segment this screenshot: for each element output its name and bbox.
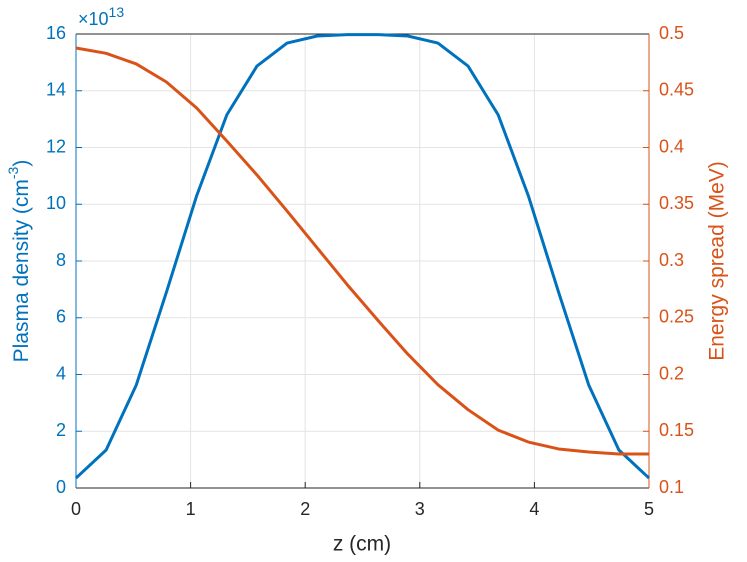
y-axis-label-end: )	[10, 160, 33, 167]
y-tick-label: 0	[56, 477, 66, 497]
y2-tick-label: 0.5	[659, 23, 684, 43]
x-tick-label: 4	[529, 499, 539, 519]
x-tick-label: 5	[644, 499, 654, 519]
y-multiplier-base: ×10	[78, 9, 109, 29]
y2-tick-label: 0.15	[659, 420, 694, 440]
y-axis-label-sup: -3	[5, 166, 21, 179]
y-tick-label: 14	[46, 80, 66, 100]
x-axis-label: z (cm)	[333, 533, 391, 556]
y-tick-label: 10	[46, 193, 66, 213]
y-tick-label: 12	[46, 136, 66, 156]
x-tick-label: 2	[300, 499, 310, 519]
y2-tick-label: 0.25	[659, 307, 694, 327]
y2-tick-label: 0.3	[659, 250, 684, 270]
x-tick-label: 1	[186, 499, 196, 519]
y-multiplier: ×1013	[78, 4, 124, 29]
y-tick-label: 6	[56, 307, 66, 327]
y-tick-label: 4	[56, 363, 66, 383]
y2-tick-label: 0.2	[659, 363, 684, 383]
y2-tick-label: 0.4	[659, 136, 684, 156]
y-tick-label: 2	[56, 420, 66, 440]
y-tick-label: 16	[46, 23, 66, 43]
x-tick-label: 3	[415, 499, 425, 519]
series-line	[75, 46, 649, 456]
y2-tick-label: 0.45	[659, 80, 694, 100]
x-tick-label: 0	[71, 499, 81, 519]
y2-tick-label: 0.35	[659, 193, 694, 213]
y-multiplier-exp: 13	[109, 4, 125, 20]
series-line	[74, 33, 651, 480]
y-axis-label: Plasma density (cm-3)	[5, 160, 33, 363]
y2-axis-label: Energy spread (MeV)	[706, 161, 729, 361]
y-tick-label: 8	[56, 250, 66, 270]
y2-tick-label: 0.1	[659, 477, 684, 497]
y-axis-label-text: Plasma density (cm	[10, 179, 33, 362]
